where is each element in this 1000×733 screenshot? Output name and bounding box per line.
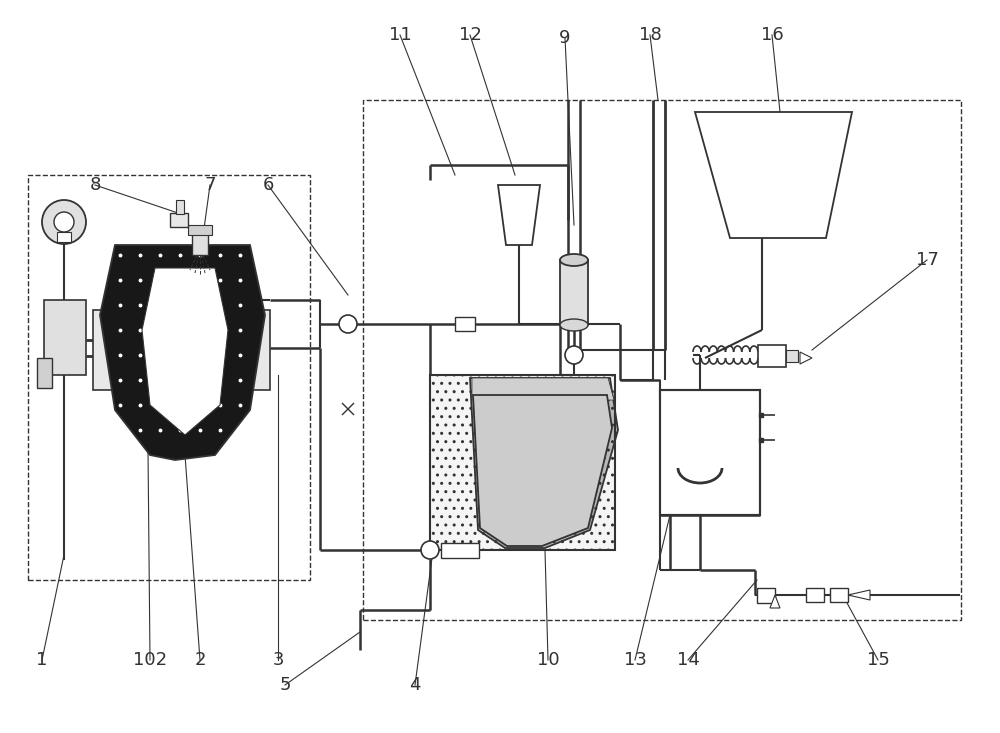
Text: 5: 5	[279, 676, 291, 694]
Bar	[192, 233, 208, 255]
Polygon shape	[142, 268, 228, 435]
Circle shape	[42, 200, 86, 244]
Polygon shape	[800, 352, 812, 364]
Bar	[560, 260, 588, 325]
Bar	[830, 588, 848, 602]
Bar	[660, 390, 760, 515]
Polygon shape	[473, 395, 612, 546]
Bar	[430, 375, 615, 550]
Bar	[44, 300, 86, 375]
Text: 4: 4	[409, 676, 421, 694]
Text: 7: 7	[204, 176, 216, 194]
Text: 102: 102	[133, 651, 167, 669]
Bar	[28, 175, 310, 580]
Polygon shape	[770, 595, 780, 608]
Text: 17: 17	[916, 251, 938, 269]
Polygon shape	[100, 245, 265, 460]
Circle shape	[339, 315, 357, 333]
Polygon shape	[472, 378, 614, 400]
Bar	[37, 358, 52, 388]
Circle shape	[54, 212, 74, 232]
Bar	[57, 232, 71, 242]
Text: 14: 14	[677, 651, 699, 669]
Text: 8: 8	[89, 176, 101, 194]
Bar	[660, 390, 760, 515]
Text: 15: 15	[867, 651, 889, 669]
Bar	[758, 345, 786, 367]
Text: 11: 11	[389, 26, 411, 44]
Bar	[170, 213, 188, 227]
Text: 16: 16	[761, 26, 783, 44]
Bar	[93, 310, 115, 390]
Circle shape	[565, 346, 583, 364]
Polygon shape	[470, 378, 618, 548]
Bar	[806, 588, 824, 602]
Bar	[430, 375, 615, 550]
Bar	[441, 543, 479, 558]
Text: 3: 3	[272, 651, 284, 669]
Bar	[188, 225, 212, 235]
Polygon shape	[695, 112, 852, 238]
Text: 10: 10	[537, 651, 559, 669]
Text: 2: 2	[194, 651, 206, 669]
Text: 1: 1	[36, 651, 48, 669]
Text: 9: 9	[559, 29, 571, 47]
Text: 18: 18	[639, 26, 661, 44]
Bar	[786, 350, 798, 362]
Ellipse shape	[560, 254, 588, 266]
Ellipse shape	[560, 319, 588, 331]
Text: 6: 6	[262, 176, 274, 194]
Text: 13: 13	[624, 651, 646, 669]
Bar	[176, 200, 184, 214]
Bar	[248, 310, 270, 390]
Bar	[455, 317, 475, 331]
Bar	[757, 588, 775, 603]
Polygon shape	[498, 185, 540, 245]
Circle shape	[421, 541, 439, 559]
Bar	[363, 100, 961, 620]
Text: 12: 12	[459, 26, 481, 44]
Polygon shape	[848, 590, 870, 600]
